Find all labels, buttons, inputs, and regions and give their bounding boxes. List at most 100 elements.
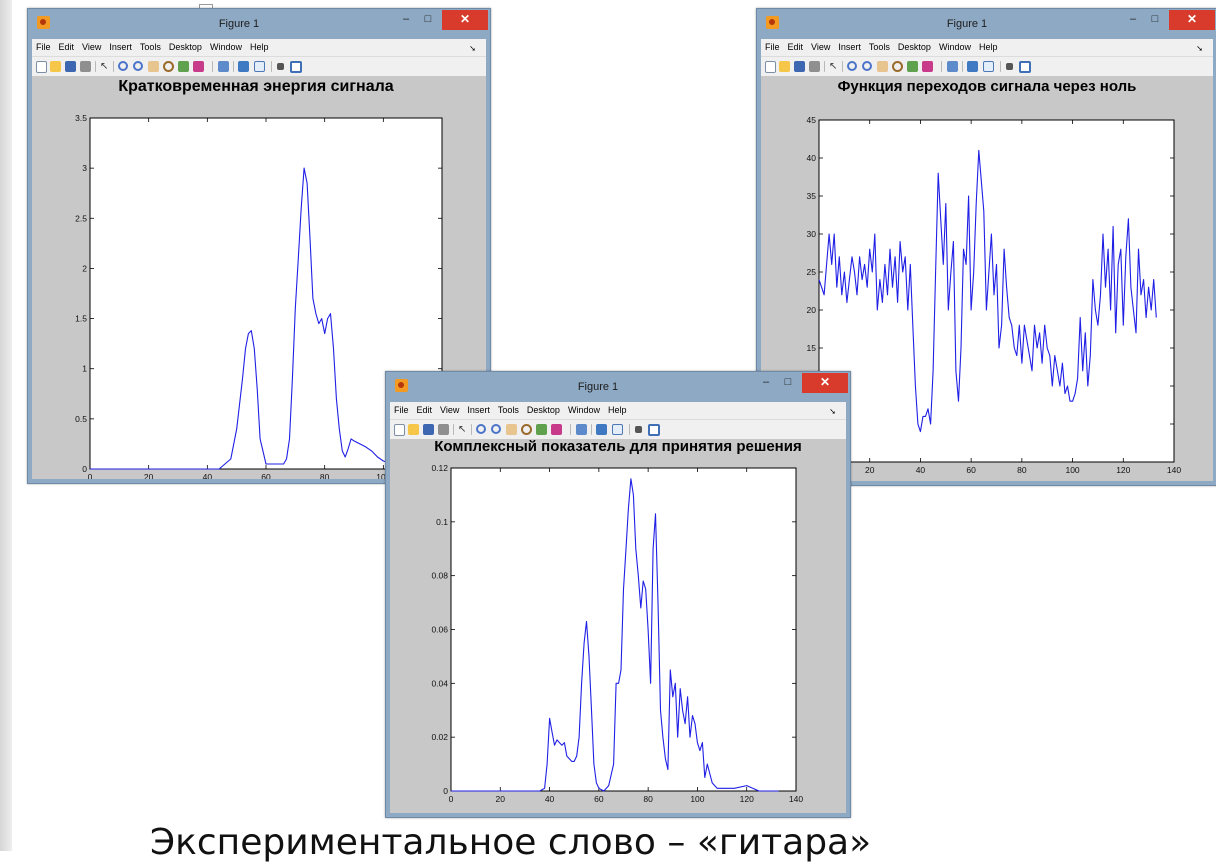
link-plot-icon[interactable] — [576, 424, 587, 435]
titlebar[interactable]: Figure 1 – □ ✕ — [757, 9, 1216, 39]
menu-window[interactable]: Window — [567, 405, 600, 415]
menu-insert[interactable]: Insert — [467, 405, 490, 415]
legend-icon[interactable] — [983, 61, 994, 72]
show-plot-tools-icon[interactable] — [648, 424, 660, 436]
y-tick-label: 2.5 — [75, 213, 87, 223]
new-figure-icon[interactable] — [765, 61, 776, 73]
edit-plot-arrow-icon[interactable]: ↖ — [100, 61, 109, 72]
hide-plot-tools-icon[interactable] — [635, 426, 642, 433]
y-tick-label: 3 — [82, 163, 87, 173]
data-cursor-icon[interactable] — [178, 61, 189, 72]
x-tick-label: 140 — [1167, 465, 1181, 475]
menu-desktop[interactable]: Desktop — [168, 42, 202, 52]
zoom-in-icon[interactable] — [476, 424, 486, 434]
brush-icon[interactable] — [193, 61, 204, 72]
save-icon[interactable] — [65, 61, 76, 72]
new-figure-icon[interactable] — [394, 424, 405, 436]
menu-window[interactable]: Window — [209, 42, 242, 52]
edit-plot-arrow-icon[interactable]: ↖ — [458, 424, 467, 435]
menu-overflow-icon[interactable]: ➘ — [1196, 44, 1203, 53]
menu-tools[interactable]: Tools — [868, 42, 890, 52]
chart-title: Комплексный показатель для принятия реше… — [434, 439, 801, 455]
open-file-icon[interactable] — [50, 61, 61, 72]
hide-plot-tools-icon[interactable] — [1006, 63, 1013, 70]
titlebar[interactable]: Figure 1 – □ ✕ — [386, 372, 850, 402]
titlebar[interactable]: Figure 1 – □ ✕ — [28, 9, 490, 39]
pan-icon[interactable] — [506, 424, 517, 435]
data-cursor-icon[interactable] — [536, 424, 547, 435]
colorbar-icon[interactable] — [967, 61, 978, 72]
menu-file[interactable]: File — [36, 42, 51, 52]
print-icon[interactable] — [809, 61, 820, 72]
menu-file[interactable]: File — [765, 42, 780, 52]
zoom-out-icon[interactable] — [491, 424, 501, 434]
pan-icon[interactable] — [877, 61, 888, 72]
menu-view[interactable]: View — [82, 42, 102, 52]
menu-window[interactable]: Window — [938, 42, 971, 52]
menu-desktop[interactable]: Desktop — [526, 405, 560, 415]
zoom-in-icon[interactable] — [847, 61, 857, 71]
rotate-3d-icon[interactable] — [892, 61, 903, 72]
show-plot-tools-icon[interactable] — [290, 61, 302, 73]
toolbar-separator — [629, 424, 630, 435]
legend-icon[interactable] — [612, 424, 623, 435]
menu-help[interactable]: Help — [249, 42, 269, 52]
minimize-button[interactable]: – — [1129, 13, 1137, 25]
zoom-out-icon[interactable] — [862, 61, 872, 71]
menu-overflow-icon[interactable]: ➘ — [469, 44, 476, 53]
close-button[interactable]: ✕ — [1169, 10, 1215, 30]
brush-icon[interactable] — [551, 424, 562, 435]
menu-insert[interactable]: Insert — [109, 42, 132, 52]
brush-icon[interactable] — [922, 61, 933, 72]
data-cursor-icon[interactable] — [907, 61, 918, 72]
new-figure-icon[interactable] — [36, 61, 47, 73]
legend-icon[interactable] — [254, 61, 265, 72]
chart-zero-crossing: Функция переходов сигнала через ноль0204… — [807, 78, 1182, 475]
toolbar-separator — [824, 61, 825, 72]
rotate-3d-icon[interactable] — [163, 61, 174, 72]
menu-file[interactable]: File — [394, 405, 409, 415]
x-tick-label: 60 — [966, 465, 976, 475]
menu-tools[interactable]: Tools — [497, 405, 519, 415]
print-icon[interactable] — [438, 424, 449, 435]
minimize-button[interactable]: – — [402, 13, 410, 25]
zoom-out-icon[interactable] — [133, 61, 143, 71]
maximize-button[interactable]: □ — [1151, 13, 1159, 25]
rotate-3d-icon[interactable] — [521, 424, 532, 435]
show-plot-tools-icon[interactable] — [1019, 61, 1031, 73]
menu-tools[interactable]: Tools — [139, 42, 161, 52]
toolbar-separator — [271, 61, 272, 72]
menu-view[interactable]: View — [440, 405, 460, 415]
link-plot-icon[interactable] — [947, 61, 958, 72]
close-button[interactable]: ✕ — [802, 373, 848, 393]
menu-edit[interactable]: Edit — [58, 42, 75, 52]
maximize-button[interactable]: □ — [784, 376, 792, 388]
minimize-button[interactable]: – — [762, 376, 770, 388]
colorbar-icon[interactable] — [596, 424, 607, 435]
save-icon[interactable] — [423, 424, 434, 435]
save-icon[interactable] — [794, 61, 805, 72]
menu-view[interactable]: View — [811, 42, 831, 52]
link-plot-icon[interactable] — [218, 61, 229, 72]
print-icon[interactable] — [80, 61, 91, 72]
pan-icon[interactable] — [148, 61, 159, 72]
maximize-button[interactable]: □ — [424, 13, 432, 25]
matlab-icon — [37, 16, 50, 29]
menu-desktop[interactable]: Desktop — [897, 42, 931, 52]
menu-help[interactable]: Help — [978, 42, 998, 52]
colorbar-icon[interactable] — [238, 61, 249, 72]
x-tick-label: 0 — [449, 794, 454, 804]
edit-plot-arrow-icon[interactable]: ↖ — [829, 61, 838, 72]
menu-overflow-icon[interactable]: ➘ — [829, 407, 836, 416]
zoom-in-icon[interactable] — [118, 61, 128, 71]
open-file-icon[interactable] — [779, 61, 790, 72]
menu-edit[interactable]: Edit — [787, 42, 804, 52]
toolbar: ↖ — [761, 56, 1213, 77]
close-button[interactable]: ✕ — [442, 10, 488, 30]
menu-insert[interactable]: Insert — [838, 42, 861, 52]
hide-plot-tools-icon[interactable] — [277, 63, 284, 70]
figure-window-decision[interactable]: Figure 1 – □ ✕ File Edit View Insert Tools De… — [385, 371, 851, 818]
menu-edit[interactable]: Edit — [416, 405, 433, 415]
open-file-icon[interactable] — [408, 424, 419, 435]
menu-help[interactable]: Help — [607, 405, 627, 415]
